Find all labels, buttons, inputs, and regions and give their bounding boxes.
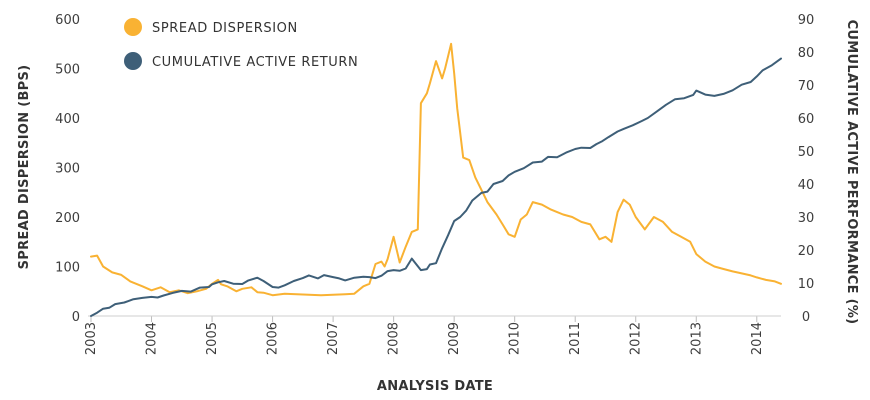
x-axis-ticks: 2003 2004 2005 2006 2007 2008 2009 2010 2011 2012… [84, 316, 765, 355]
left-tick-label: 600 [55, 13, 80, 28]
left-axis-ticks: 0 100 200 300 400 500 600 [55, 13, 80, 325]
left-tick-label: 0 [72, 310, 80, 325]
left-tick-label: 400 [55, 112, 80, 127]
x-axis-title: ANALYSIS DATE [377, 379, 493, 394]
right-axis-title: CUMULATIVE ACTIVE PERFORMANCE (%) [844, 20, 859, 325]
legend-marker-spread-dispersion [124, 18, 142, 36]
x-tick-label: 2008 [387, 322, 402, 355]
x-tick-label: 2006 [266, 322, 281, 355]
x-tick-label: 2009 [447, 322, 462, 355]
right-tick-label: 10 [798, 277, 815, 292]
legend-marker-cumulative-active-return [124, 52, 142, 70]
left-tick-label: 300 [55, 162, 80, 177]
left-tick-label: 100 [55, 261, 80, 276]
right-tick-label: 60 [798, 112, 815, 127]
right-tick-label: 30 [798, 211, 815, 226]
x-tick-label: 2004 [145, 322, 160, 355]
x-tick-label: 2013 [689, 322, 704, 355]
right-tick-label: 80 [798, 46, 815, 61]
legend-item-cumulative-active-return: CUMULATIVE ACTIVE RETURN [124, 52, 358, 70]
left-tick-label: 200 [55, 211, 80, 226]
right-tick-label: 50 [798, 145, 815, 160]
right-tick-label: 70 [798, 79, 815, 94]
x-tick-label: 2012 [629, 322, 644, 355]
series-line-spread-dispersion [90, 42, 782, 297]
left-tick-label: 500 [55, 63, 80, 78]
legend: SPREAD DISPERSION CUMULATIVE ACTIVE RETU… [124, 18, 358, 70]
right-tick-label: 90 [798, 13, 815, 28]
series-line-cumulative-active-return [90, 57, 782, 317]
right-axis-ticks: 0 10 20 30 40 50 60 70 80 90 [798, 13, 815, 325]
left-axis-title: SPREAD DISPERSION (BPS) [17, 65, 32, 270]
x-tick-label: 2014 [750, 322, 765, 355]
x-tick-label: 2007 [326, 322, 341, 355]
x-tick-label: 2011 [568, 322, 583, 355]
legend-label-cumulative-active-return: CUMULATIVE ACTIVE RETURN [152, 55, 358, 70]
x-tick-label: 2003 [84, 322, 99, 355]
x-tick-label: 2010 [508, 322, 523, 355]
legend-item-spread-dispersion: SPREAD DISPERSION [124, 18, 298, 36]
right-tick-label: 40 [798, 178, 815, 193]
series-lines [90, 42, 782, 317]
legend-label-spread-dispersion: SPREAD DISPERSION [152, 21, 298, 36]
x-tick-label: 2005 [205, 322, 220, 355]
right-tick-label: 0 [802, 310, 810, 325]
right-tick-label: 20 [798, 244, 815, 259]
